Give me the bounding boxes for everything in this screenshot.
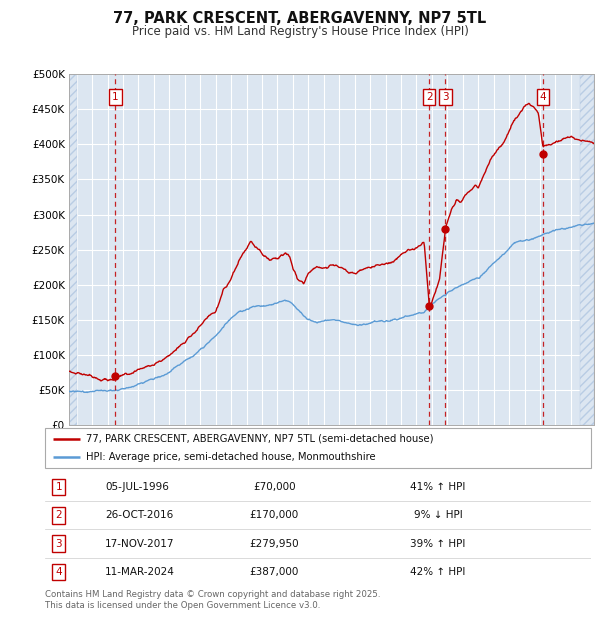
Text: Price paid vs. HM Land Registry's House Price Index (HPI): Price paid vs. HM Land Registry's House … (131, 25, 469, 38)
Text: £170,000: £170,000 (250, 510, 299, 520)
Text: 3: 3 (442, 92, 449, 102)
Text: 1: 1 (55, 482, 62, 492)
Text: 41% ↑ HPI: 41% ↑ HPI (410, 482, 466, 492)
Text: 4: 4 (55, 567, 62, 577)
Text: 17-NOV-2017: 17-NOV-2017 (105, 539, 175, 549)
Text: 2: 2 (55, 510, 62, 520)
Text: 2: 2 (426, 92, 433, 102)
Text: 77, PARK CRESCENT, ABERGAVENNY, NP7 5TL: 77, PARK CRESCENT, ABERGAVENNY, NP7 5TL (113, 11, 487, 26)
Bar (69, 74, 77, 425)
Text: 4: 4 (539, 92, 546, 102)
Text: £279,950: £279,950 (250, 539, 299, 549)
Text: 77, PARK CRESCENT, ABERGAVENNY, NP7 5TL (semi-detached house): 77, PARK CRESCENT, ABERGAVENNY, NP7 5TL … (86, 433, 433, 444)
Text: 42% ↑ HPI: 42% ↑ HPI (410, 567, 466, 577)
Text: £387,000: £387,000 (250, 567, 299, 577)
Text: 9% ↓ HPI: 9% ↓ HPI (414, 510, 463, 520)
Text: 11-MAR-2024: 11-MAR-2024 (105, 567, 175, 577)
Bar (580, 74, 594, 425)
FancyBboxPatch shape (45, 428, 591, 468)
Text: 26-OCT-2016: 26-OCT-2016 (105, 510, 173, 520)
Text: £70,000: £70,000 (253, 482, 296, 492)
Text: 3: 3 (55, 539, 62, 549)
Text: 39% ↑ HPI: 39% ↑ HPI (410, 539, 466, 549)
Text: 05-JUL-1996: 05-JUL-1996 (105, 482, 169, 492)
Text: Contains HM Land Registry data © Crown copyright and database right 2025.
This d: Contains HM Land Registry data © Crown c… (45, 590, 380, 609)
Text: 1: 1 (112, 92, 119, 102)
Text: HPI: Average price, semi-detached house, Monmouthshire: HPI: Average price, semi-detached house,… (86, 452, 376, 463)
